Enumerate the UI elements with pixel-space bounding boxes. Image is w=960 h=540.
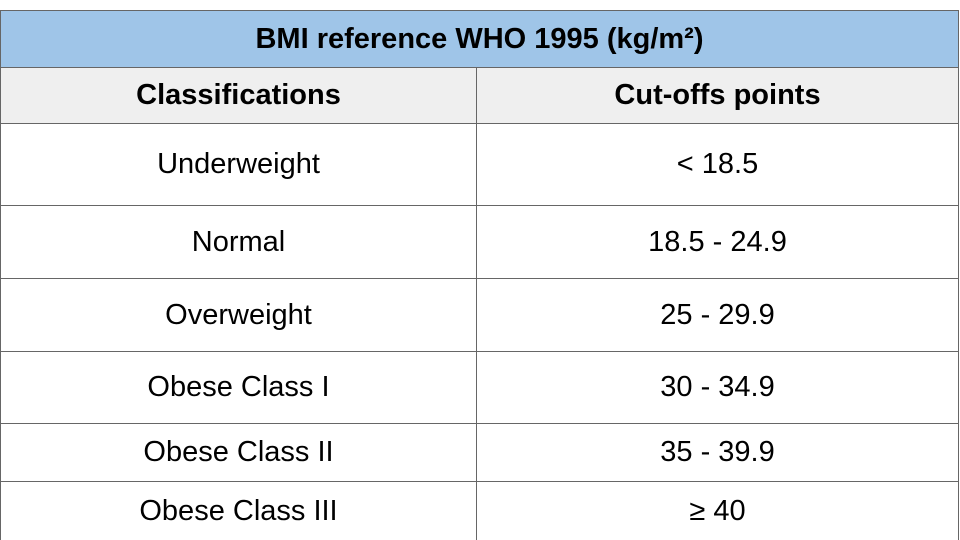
classification-cell: Obese Class I: [1, 352, 477, 423]
classification-cell: Obese Class II: [1, 424, 477, 481]
table-row: Underweight < 18.5: [1, 124, 958, 206]
classification-cell: Underweight: [1, 124, 477, 205]
table-header-row: Classifications Cut-offs points: [1, 68, 958, 124]
table-row: Normal 18.5 - 24.9: [1, 206, 958, 279]
cut-off-cell: 25 - 29.9: [660, 298, 775, 331]
cut-off-cell: 18.5 - 24.9: [648, 225, 787, 258]
classification-cell: Obese Class III: [1, 482, 477, 540]
classification-cell: Normal: [1, 206, 477, 278]
table-title: BMI reference WHO 1995 (kg/m²): [1, 10, 958, 68]
classification-cell: Overweight: [1, 279, 477, 351]
bmi-table: BMI reference WHO 1995 (kg/m²) Classific…: [0, 10, 959, 540]
cut-off-cell: ≥ 40: [689, 494, 746, 527]
table-row: Obese Class III ≥ 40: [1, 482, 958, 540]
table-row: Obese Class II 35 - 39.9: [1, 424, 958, 482]
table-row: Overweight 25 - 29.9: [1, 279, 958, 352]
header-cut-offs: Cut-offs points: [614, 79, 821, 111]
cut-off-cell: 35 - 39.9: [660, 436, 775, 468]
header-classifications: Classifications: [1, 68, 477, 123]
cut-off-cell: < 18.5: [676, 148, 759, 180]
cut-off-cell: 30 - 34.9: [660, 371, 775, 403]
table-row: Obese Class I 30 - 34.9: [1, 352, 958, 424]
